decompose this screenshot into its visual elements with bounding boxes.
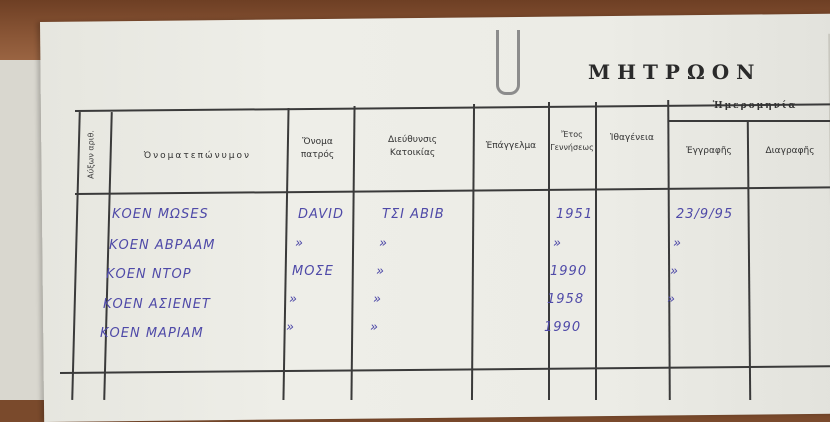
cell-address: ΤΣΙ ΑΒΙΒ: [382, 207, 445, 222]
cell-name: ΚΟΕΝ ΝΤΟΡ: [106, 267, 192, 282]
cell-registration: »: [667, 292, 677, 307]
cell-year: 1990: [544, 320, 582, 335]
header-nationality: Ἰθαγένεια: [610, 133, 654, 143]
header-serial-no: Αύξων αριθ.: [86, 130, 96, 179]
cell-father: ΜΟΣΕ: [292, 264, 334, 279]
cell-name: ΚΟΕΝ ΑΣΙΕΝΕΤ: [103, 296, 211, 312]
date-subheader-line: [668, 120, 830, 122]
cell-name: ΚΟΕΝ ΜΑΡΙΑΜ: [100, 326, 204, 341]
register-title: ΜΗΤΡΩΟΝ: [588, 60, 762, 84]
paper-clip-icon: [496, 30, 520, 95]
cell-address: »: [370, 320, 380, 335]
header-date-group: Ἡμερομηνία: [712, 101, 798, 111]
cell-father: DAVID: [298, 207, 344, 222]
cell-father: »: [295, 236, 305, 251]
cell-year: 1958: [547, 292, 585, 307]
header-occupation: Ἐπάγγελμα: [485, 141, 537, 151]
cell-registration: »: [670, 264, 680, 279]
header-birth-year: Ἔτος Γεννήσεως: [550, 130, 594, 152]
cell-address: »: [379, 236, 389, 251]
cell-address: »: [376, 264, 386, 279]
cell-name: ΚΟΕΝ ΜΩSES: [112, 207, 209, 222]
header-registration: Ἐγγραφῆς: [686, 146, 732, 156]
col-line: [595, 102, 597, 400]
cell-year: 1990: [550, 264, 588, 279]
header-father-name: Ὄνομα πατρός: [300, 137, 335, 160]
col-line: [548, 102, 550, 400]
cell-year: »: [553, 236, 563, 251]
header-full-name: Ὀνοματεπώνυμον: [143, 151, 252, 161]
header-deletion: Διαγραφῆς: [765, 146, 815, 156]
cell-registration: »: [673, 236, 683, 251]
header-address: Διεύθυνσις Κατοικίας: [387, 135, 438, 158]
cell-father: »: [286, 320, 296, 335]
cell-registration: 23/9/95: [676, 207, 734, 222]
cell-address: »: [373, 292, 383, 307]
cell-year: 1951: [556, 207, 594, 222]
cell-name: ΚΟΕΝ ΑΒΡΑΑΜ: [109, 237, 216, 253]
cell-father: »: [289, 292, 299, 307]
